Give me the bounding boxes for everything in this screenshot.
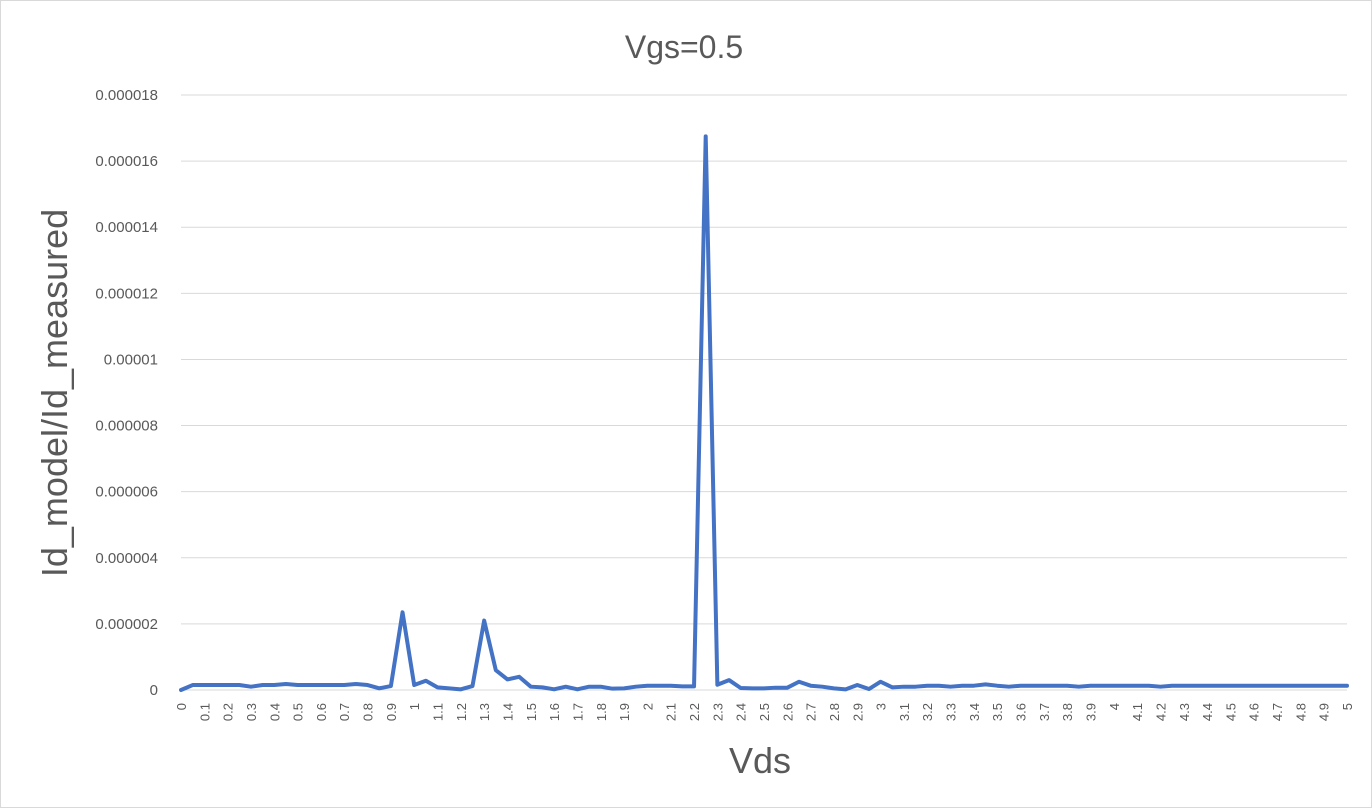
x-tick-label: 2 <box>640 703 655 710</box>
x-tick-label: 1.8 <box>594 703 609 721</box>
x-axis-ticks: 0 0.1 0.2 0.3 0.4 0.5 0.6 0.7 0.8 0.9 1 1.1 1.2 1.3 1.… <box>174 703 1355 721</box>
x-tick-label: 1.7 <box>570 703 585 721</box>
x-tick-label: 2.6 <box>780 703 795 721</box>
x-tick-label: 2.2 <box>687 703 702 721</box>
x-tick-label: 1.4 <box>500 703 515 721</box>
x-tick-label: 4.3 <box>1177 703 1192 721</box>
x-tick-label: 2.7 <box>804 703 819 721</box>
y-tick-label: 0.000008 <box>95 418 158 435</box>
x-tick-label: 1 <box>407 703 422 710</box>
x-tick-label: 0.8 <box>361 703 376 721</box>
x-tick-label: 4.6 <box>1247 703 1262 721</box>
chart-title: Vgs=0.5 <box>625 29 743 65</box>
x-tick-label: 1.2 <box>454 703 469 721</box>
x-tick-label: 0.5 <box>291 703 306 721</box>
x-tick-label: 2.5 <box>757 703 772 721</box>
x-tick-label: 3.6 <box>1014 703 1029 721</box>
y-tick-label: 0.000012 <box>95 285 158 302</box>
x-tick-label: 4.4 <box>1200 703 1215 721</box>
x-tick-label: 0.2 <box>221 703 236 721</box>
x-tick-label: 2.4 <box>734 703 749 721</box>
y-tick-label: 0.000004 <box>95 550 158 567</box>
y-tick-label: 0 <box>150 682 158 699</box>
x-tick-label: 3.3 <box>944 703 959 721</box>
x-tick-label: 1.9 <box>617 703 632 721</box>
x-tick-label: 2.9 <box>850 703 865 721</box>
x-tick-label: 4.5 <box>1223 703 1238 721</box>
x-tick-label: 1.1 <box>431 703 446 721</box>
y-tick-label: 0.000002 <box>95 616 158 633</box>
x-tick-label: 1.5 <box>524 703 539 721</box>
x-tick-label: 3 <box>874 703 889 710</box>
x-tick-label: 2.8 <box>827 703 842 721</box>
x-tick-label: 3.4 <box>967 703 982 721</box>
x-tick-label: 3.9 <box>1083 703 1098 721</box>
x-tick-label: 0 <box>174 703 189 710</box>
x-tick-label: 4.2 <box>1153 703 1168 721</box>
x-tick-label: 4.7 <box>1270 703 1285 721</box>
x-tick-label: 4.1 <box>1130 703 1145 721</box>
y-tick-label: 0.000018 <box>95 87 158 104</box>
x-tick-label: 3.7 <box>1037 703 1052 721</box>
series-layer <box>179 134 1349 692</box>
y-tick-label: 0.000016 <box>95 153 158 170</box>
x-tick-label: 0.7 <box>337 703 352 721</box>
x-tick-label: 4.9 <box>1317 703 1332 721</box>
x-axis-title: Vds <box>729 740 791 781</box>
x-tick-label: 0.1 <box>197 703 212 721</box>
x-tick-label: 0.3 <box>244 703 259 721</box>
y-tick-label: 0.00001 <box>104 351 158 368</box>
y-tick-label: 0.000006 <box>95 484 158 501</box>
x-tick-label: 3.8 <box>1060 703 1075 721</box>
x-tick-label: 0.6 <box>314 703 329 721</box>
y-tick-label: 0.000014 <box>95 219 158 236</box>
x-tick-label: 3.5 <box>990 703 1005 721</box>
x-tick-label: 0.4 <box>267 703 282 721</box>
series-line-0 <box>179 134 1349 692</box>
y-axis-ticks: 0 0.000002 0.000004 0.000006 0.000008 0.00001… <box>95 87 158 699</box>
gridlines <box>181 94 1347 691</box>
x-tick-label: 4 <box>1107 703 1122 710</box>
x-tick-label: 1.3 <box>477 703 492 721</box>
x-tick-label: 3.2 <box>920 703 935 721</box>
x-tick-label: 4.8 <box>1293 703 1308 721</box>
x-tick-label: 5 <box>1340 703 1355 710</box>
x-tick-label: 2.3 <box>710 703 725 721</box>
x-tick-label: 2.1 <box>664 703 679 721</box>
x-tick-label: 0.9 <box>384 703 399 721</box>
y-axis-title: Id_model/Id_measured <box>34 209 75 577</box>
x-tick-label: 3.1 <box>897 703 912 721</box>
x-tick-label: 1.6 <box>547 703 562 721</box>
